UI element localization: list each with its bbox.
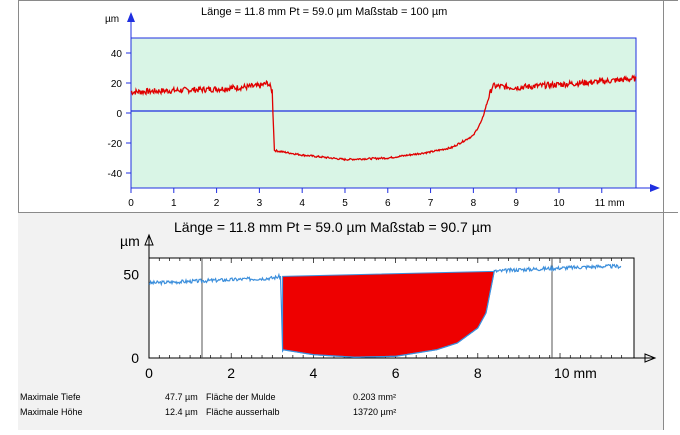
top-x-tick-label: 5	[342, 198, 348, 209]
top-x-tick-label: 8	[471, 198, 477, 209]
bottom-profile-line	[148, 263, 622, 358]
top-y-ticks: 40 20 0 -20 -40	[108, 49, 131, 180]
top-x-tick-label: 0	[128, 198, 134, 209]
stat-label: Fläche der Mulde	[206, 392, 276, 402]
top-x-tick-label: 11 mm	[595, 198, 625, 209]
top-chart-header: Länge = 11.8 mm Pt = 59.0 µm Maßstab = 1…	[201, 6, 447, 18]
top-x-tick-label: 1	[171, 198, 177, 209]
top-x-tick-label: 4	[299, 198, 305, 209]
stat-value: 47.7 µm	[165, 392, 198, 402]
top-profile-line	[130, 74, 637, 162]
top-x-tick-label: 3	[257, 198, 263, 209]
stat-value: 13720 µm²	[353, 407, 397, 417]
top-x-tick-label: 6	[385, 198, 391, 209]
bottom-x-tick-label: 6	[392, 365, 400, 381]
bottom-y-unit: µm	[120, 233, 140, 249]
top-y-tick-label: 20	[111, 79, 123, 90]
bottom-x-tick-label: 2	[227, 365, 235, 381]
right-border	[663, 0, 664, 430]
bottom-y-tick-label: 0	[131, 350, 139, 366]
top-profile-panel: Länge = 11.8 mm Pt = 59.0 µm Maßstab = 1…	[18, 0, 663, 212]
top-profile-chart: Länge = 11.8 mm Pt = 59.0 µm Maßstab = 1…	[105, 6, 660, 209]
top-border	[18, 0, 678, 1]
stat-label: Maximale Tiefe	[20, 392, 81, 402]
bottom-y-tick-label: 50	[123, 267, 139, 283]
top-x-tick-label: 2	[214, 198, 220, 209]
top-y-tick-label: 0	[116, 109, 122, 120]
stat-value: 12.4 µm	[165, 407, 198, 417]
top-y-unit: µm	[105, 14, 119, 25]
top-y-axis-arrow	[127, 12, 135, 22]
bottom-x-tick-label: 0	[145, 365, 153, 381]
bottom-x-axis-arrow	[644, 353, 657, 363]
bottom-profile-panel: Länge = 11.8 mm Pt = 59.0 µm Maßstab = 9…	[18, 213, 663, 430]
top-x-axis-arrow	[650, 184, 660, 192]
top-x-tick-label: 9	[513, 198, 519, 209]
stat-value: 0.203 mm²	[353, 392, 397, 402]
top-plot-background	[130, 37, 637, 189]
stat-label: Maximale Höhe	[20, 407, 83, 417]
top-y-tick-label: -20	[108, 139, 123, 150]
bottom-y-axis-arrow	[144, 233, 154, 246]
top-y-tick-label: -40	[108, 169, 123, 180]
top-x-tick-label: 7	[428, 198, 434, 209]
top-y-tick-label: 40	[111, 49, 123, 60]
stat-label: Fläche ausserhalb	[206, 407, 280, 417]
bottom-x-tick-label: 10 mm	[554, 365, 597, 381]
bottom-x-tick-label: 4	[310, 365, 318, 381]
top-x-tick-label: 10	[553, 198, 565, 209]
bottom-x-tick-label: 8	[474, 365, 482, 381]
panel-divider	[18, 212, 678, 213]
bottom-y-ticks: 50 0	[123, 267, 139, 366]
bottom-x-ticks: 0 2 4 6 8 10 mm	[145, 258, 623, 381]
top-x-ticks: 0 1 2 3 4 5 6 7 8 9 10 11 mm	[128, 188, 625, 209]
bottom-chart-header: Länge = 11.8 mm Pt = 59.0 µm Maßstab = 9…	[174, 219, 491, 235]
bottom-profile-chart: Länge = 11.8 mm Pt = 59.0 µm Maßstab = 9…	[120, 219, 657, 381]
